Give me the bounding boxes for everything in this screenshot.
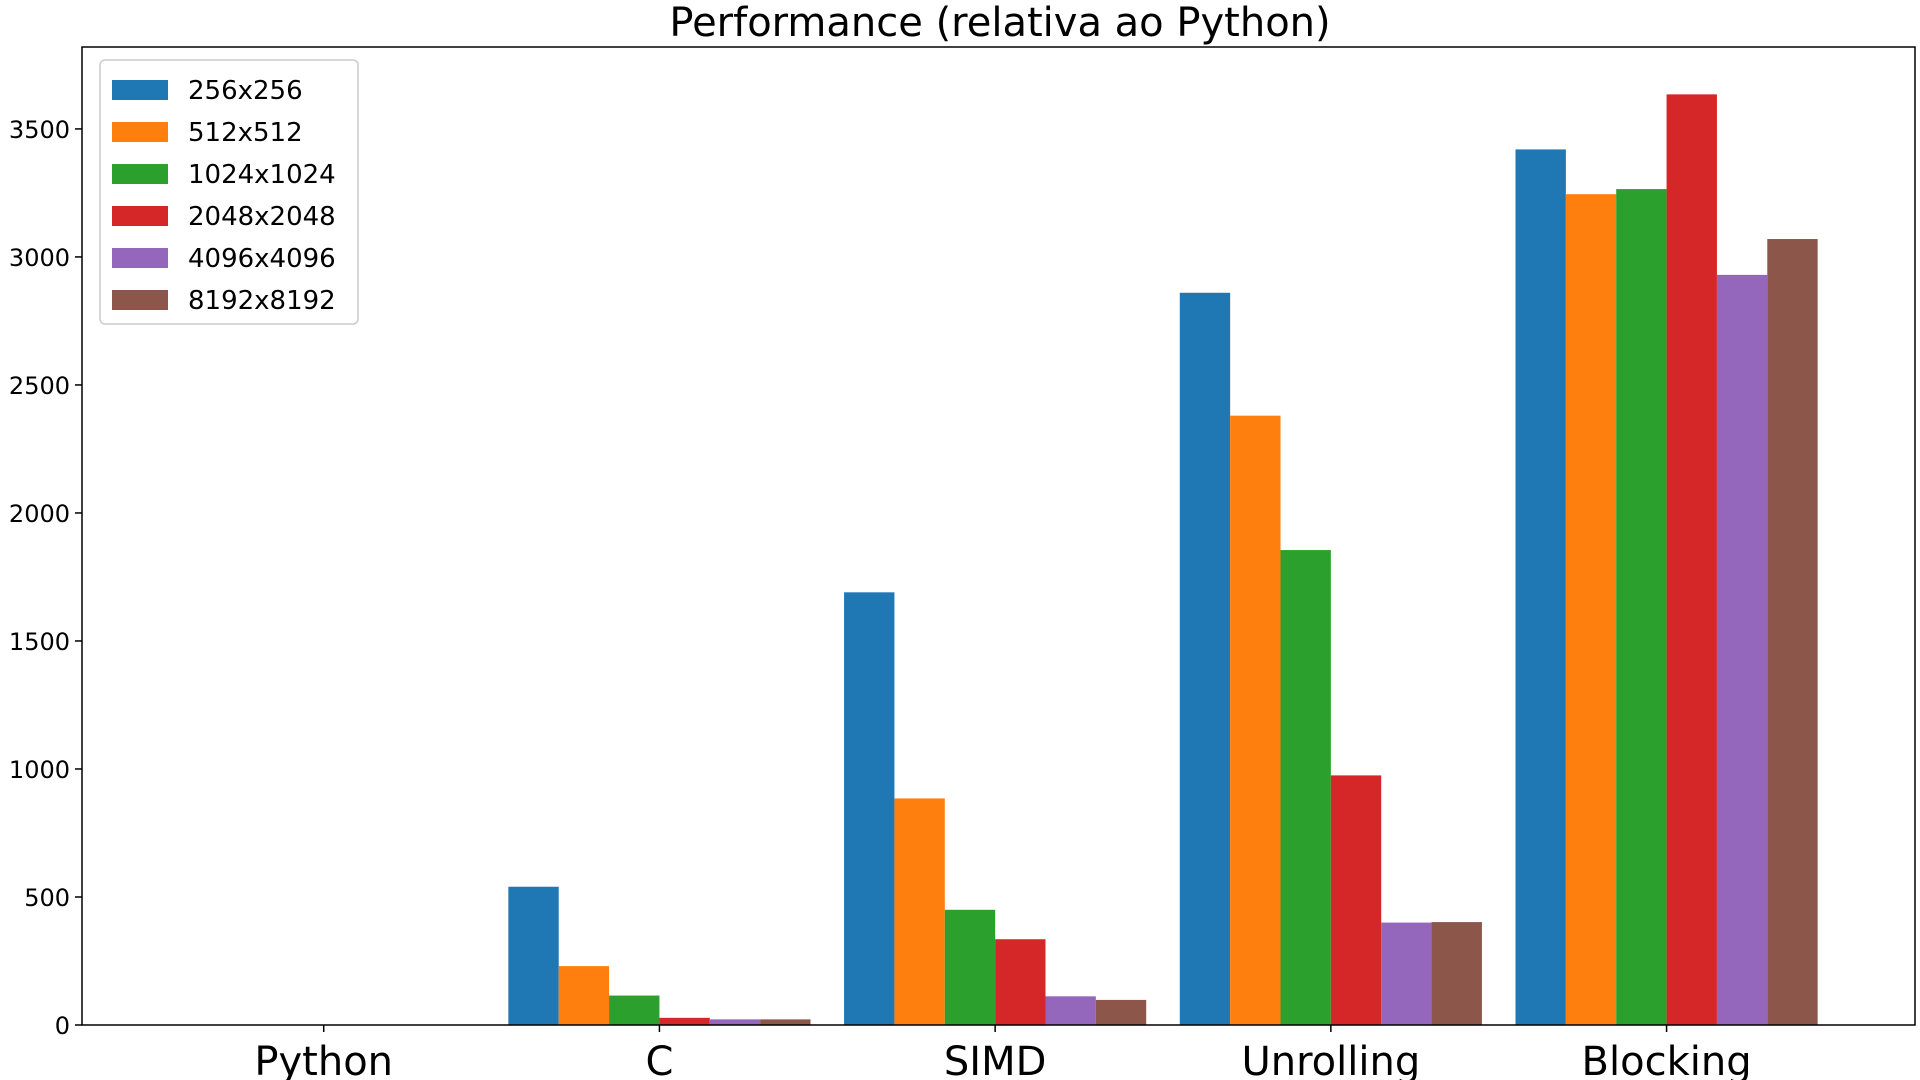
bar-2048x2048-SIMD bbox=[995, 939, 1046, 1025]
y-tick-label: 0 bbox=[55, 1012, 70, 1040]
y-tick-label: 1000 bbox=[9, 756, 70, 784]
bar-512x512-Unrolling bbox=[1230, 415, 1281, 1025]
bar-8192x8192-Unrolling bbox=[1431, 922, 1482, 1025]
legend-swatch bbox=[112, 206, 168, 226]
x-tick-label-unrolling: Unrolling bbox=[1241, 1039, 1420, 1080]
bar-8192x8192-Blocking bbox=[1767, 239, 1818, 1025]
bar-2048x2048-Unrolling bbox=[1330, 775, 1382, 1025]
bar-4096x4096-Blocking bbox=[1716, 274, 1768, 1025]
legend-label: 2048x2048 bbox=[188, 202, 336, 232]
bar-256x256-SIMD bbox=[844, 592, 895, 1025]
bar-256x256-Blocking bbox=[1515, 149, 1566, 1025]
bar-1024x1024-SIMD bbox=[944, 909, 996, 1025]
legend-label: 1024x1024 bbox=[188, 160, 336, 190]
y-tick-label: 3500 bbox=[9, 116, 70, 144]
legend-swatch bbox=[112, 80, 168, 100]
chart-title: Performance (relativa ao Python) bbox=[669, 0, 1330, 46]
plot-frame bbox=[81, 46, 1916, 1026]
y-tick-label: 1500 bbox=[9, 628, 70, 656]
x-tick-label-simd: SIMD bbox=[944, 1039, 1047, 1080]
bar-512x512-Blocking bbox=[1565, 194, 1617, 1025]
bar-4096x4096-Unrolling bbox=[1381, 922, 1432, 1025]
bar-1024x1024-Blocking bbox=[1616, 189, 1667, 1026]
bar-8192x8192-SIMD bbox=[1095, 999, 1147, 1025]
bar-4096x4096-C bbox=[709, 1019, 761, 1025]
bar-1024x1024-Unrolling bbox=[1280, 550, 1331, 1025]
bar-512x512-C bbox=[558, 966, 610, 1025]
bar-512x512-SIMD bbox=[894, 798, 945, 1025]
bar-2048x2048-C bbox=[659, 1017, 710, 1025]
bar-256x256-C bbox=[508, 886, 559, 1025]
x-tick-label-blocking: Blocking bbox=[1582, 1039, 1752, 1080]
legend-swatch bbox=[112, 248, 168, 268]
bar-8192x8192-C bbox=[760, 1019, 811, 1025]
x-tick-label-c: C bbox=[645, 1039, 673, 1080]
legend-swatch bbox=[112, 290, 168, 310]
y-axis: 0 500 1000 1500 2000 2500 3000 3500 bbox=[9, 116, 82, 1040]
y-tick-label: 3000 bbox=[9, 244, 70, 272]
y-tick-label: 500 bbox=[24, 884, 70, 912]
x-axis: Python C SIMD Unrolling Blocking bbox=[254, 1025, 1752, 1080]
legend-label: 256x256 bbox=[188, 76, 303, 106]
legend-label: 512x512 bbox=[188, 118, 303, 148]
bars bbox=[172, 94, 1818, 1026]
legend-swatch bbox=[112, 164, 168, 184]
bar-256x256-Unrolling bbox=[1179, 292, 1231, 1025]
legend-label: 4096x4096 bbox=[188, 244, 336, 274]
bar-2048x2048-Blocking bbox=[1666, 94, 1717, 1026]
x-tick-label-python: Python bbox=[254, 1039, 393, 1080]
y-tick-label: 2000 bbox=[9, 500, 70, 528]
legend-swatch bbox=[112, 122, 168, 142]
y-tick-label: 2500 bbox=[9, 372, 70, 400]
bar-4096x4096-SIMD bbox=[1045, 996, 1096, 1025]
legend: 256x256 512x512 1024x1024 2048x2048 4096x409… bbox=[99, 59, 359, 325]
legend-label: 8192x8192 bbox=[188, 286, 336, 316]
bar-1024x1024-C bbox=[609, 995, 660, 1025]
